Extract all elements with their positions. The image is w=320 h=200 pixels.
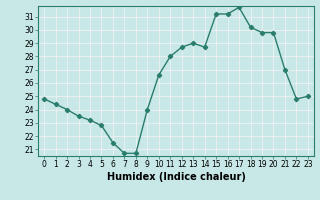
X-axis label: Humidex (Indice chaleur): Humidex (Indice chaleur) (107, 172, 245, 182)
